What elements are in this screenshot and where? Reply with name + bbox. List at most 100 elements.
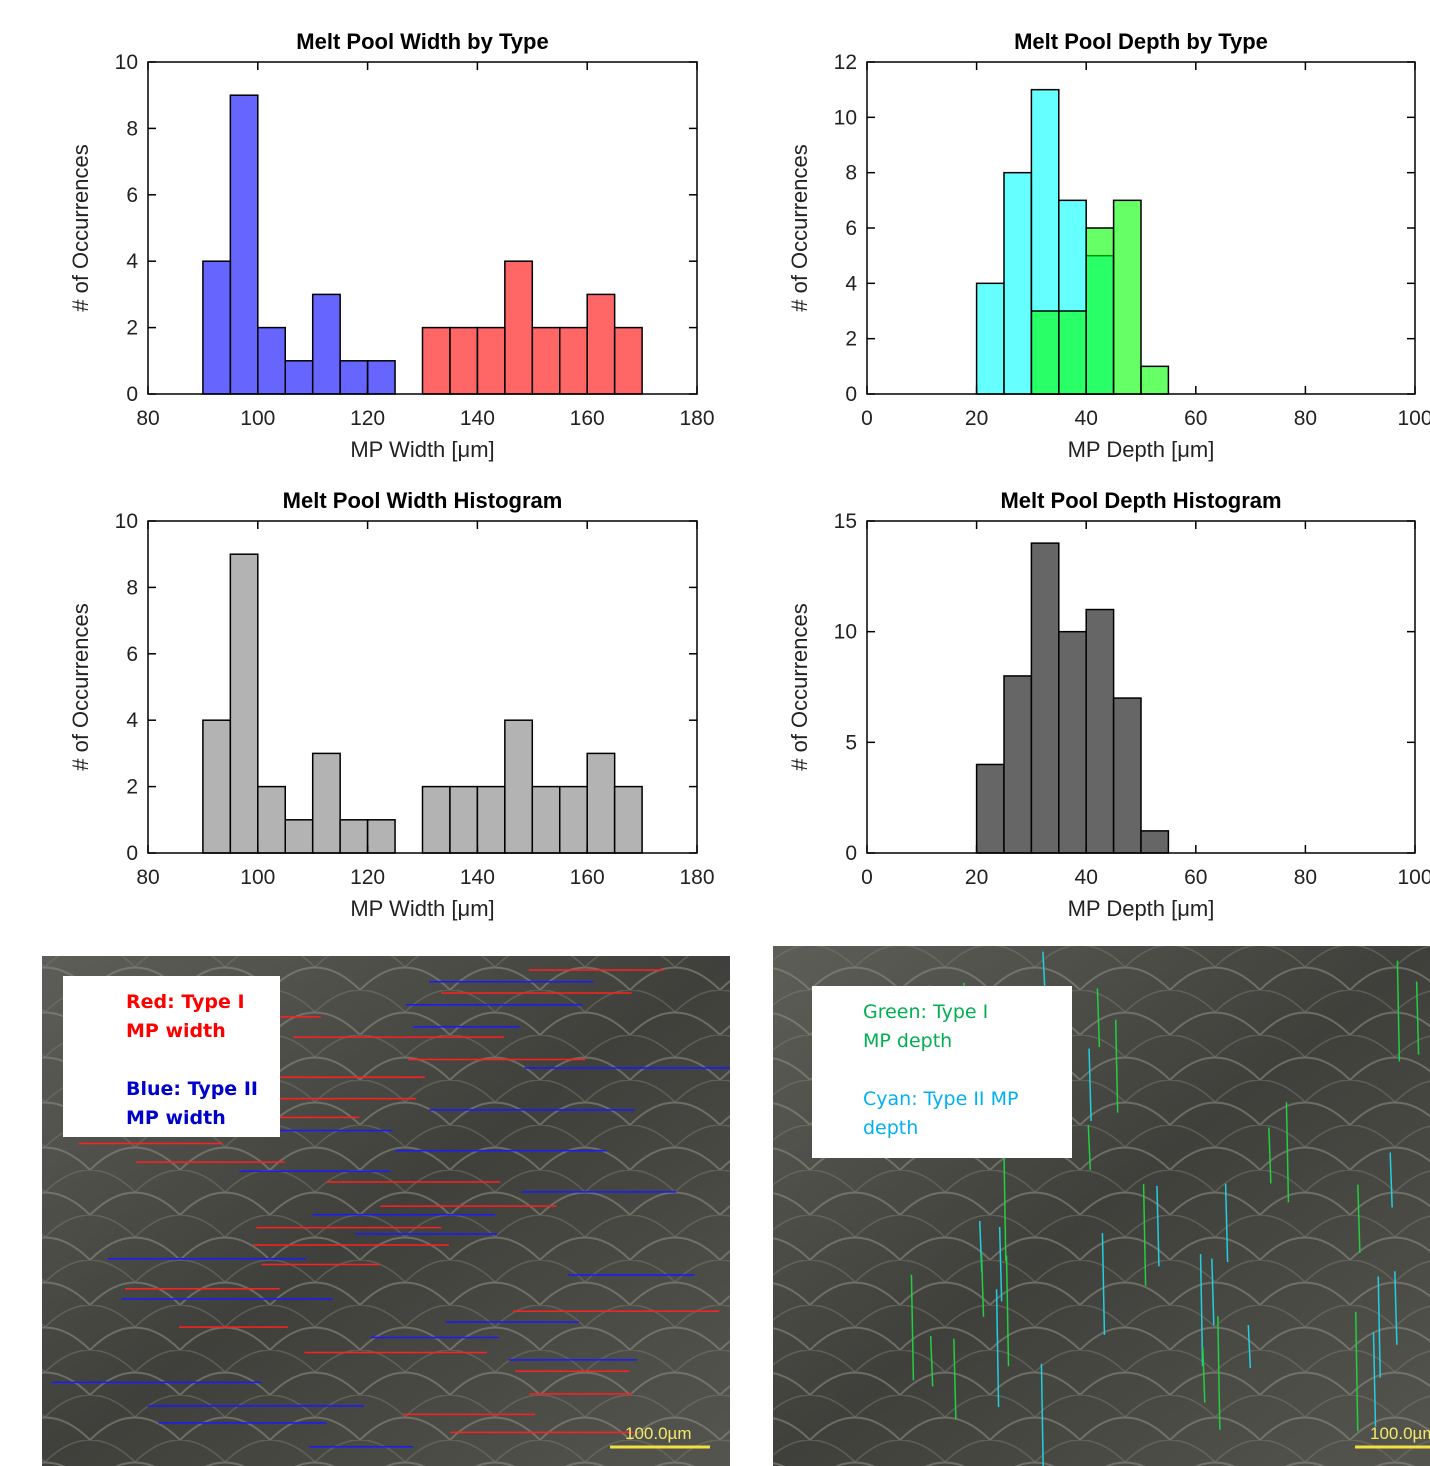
- y-tick-label: 4: [845, 272, 857, 295]
- y-tick-label: 4: [126, 250, 138, 273]
- bar: [476, 785, 506, 854]
- legend-box: [812, 986, 1072, 1158]
- measure-line: [1042, 951, 1046, 993]
- bar: [1085, 608, 1115, 854]
- y-tick-label: 8: [126, 117, 138, 140]
- measure-line: [1088, 1048, 1092, 1122]
- bar: [586, 293, 616, 395]
- y-tick-label: 15: [834, 510, 857, 533]
- bar: [1003, 675, 1033, 854]
- x-tick-label: 40: [1075, 407, 1098, 430]
- bar: [229, 553, 259, 854]
- x-axis-label: MP Width [μm]: [350, 896, 494, 921]
- measure-line: [998, 1227, 1003, 1302]
- chart-title: Melt Pool Width by Type: [296, 29, 548, 54]
- bar: [531, 326, 561, 395]
- bar: [202, 260, 232, 395]
- y-tick-label: 12: [834, 51, 857, 74]
- y-tick-label: 2: [845, 328, 857, 351]
- x-tick-label: 0: [861, 407, 873, 430]
- chart-title: Melt Pool Width Histogram: [283, 488, 563, 513]
- y-tick-label: 8: [126, 576, 138, 599]
- axes-box: [147, 520, 698, 854]
- measure-line: [1394, 1271, 1398, 1345]
- y-tick-label: 6: [845, 217, 857, 240]
- y-tick-label: 0: [126, 383, 138, 406]
- bar: [257, 326, 286, 395]
- y-tick-label: 0: [845, 383, 857, 406]
- bar: [311, 293, 341, 395]
- scale-bar-label: 100.0µm: [625, 1424, 692, 1443]
- bar: [284, 819, 314, 854]
- measure-line: [1377, 1276, 1381, 1378]
- bar: [449, 326, 479, 395]
- x-tick-label: 60: [1184, 866, 1207, 889]
- x-tick-label: 60: [1184, 407, 1207, 430]
- x-tick-label: 100: [1397, 407, 1430, 430]
- bar: [531, 785, 561, 854]
- bar: [476, 326, 506, 395]
- measure-line: [1389, 1152, 1393, 1208]
- bar: [1140, 365, 1170, 395]
- legend-text: MP depth: [863, 1030, 952, 1052]
- legend-text: MP width: [126, 1107, 226, 1129]
- axes-box: [866, 520, 1416, 854]
- x-tick-label: 20: [965, 866, 988, 889]
- measure-line: [1268, 1127, 1272, 1184]
- measure-line: [953, 1338, 957, 1420]
- measure-line: [1101, 1232, 1106, 1335]
- bar: [1112, 199, 1142, 395]
- measure-line: [1357, 1184, 1361, 1253]
- y-tick-label: 0: [845, 842, 857, 865]
- measure-line: [1202, 1347, 1206, 1403]
- measure-line: [1396, 960, 1401, 1062]
- y-tick-label: 6: [126, 643, 138, 666]
- x-tick-label: 80: [136, 407, 159, 430]
- measure-line: [1415, 981, 1420, 1055]
- legend-text: Green: Type I: [863, 1001, 988, 1023]
- legend-text: Blue: Type II: [126, 1078, 258, 1100]
- bar: [284, 360, 314, 395]
- x-tick-label: 120: [350, 866, 385, 889]
- x-tick-label: 120: [350, 407, 385, 430]
- y-tick-label: 10: [834, 106, 857, 129]
- bar: [257, 785, 286, 854]
- scale-bar-label: 100.0µm: [1370, 1424, 1430, 1443]
- bar: [613, 326, 643, 395]
- y-tick-label: 0: [126, 842, 138, 865]
- bar: [311, 752, 341, 854]
- bar: [339, 819, 369, 854]
- x-tick-label: 140: [460, 407, 495, 430]
- x-tick-label: 80: [1294, 407, 1317, 430]
- x-tick-label: 160: [570, 866, 605, 889]
- y-axis-label: # of Occurrences: [787, 603, 812, 771]
- y-axis-label: # of Occurrences: [68, 144, 93, 312]
- measure-line: [1217, 1316, 1221, 1430]
- chart-title: Melt Pool Depth Histogram: [1000, 488, 1281, 513]
- bar: [504, 260, 534, 395]
- measure-line: [1114, 1019, 1119, 1113]
- measure-line: [995, 1289, 1000, 1408]
- measure-line: [1354, 1311, 1359, 1432]
- bar: [1058, 310, 1087, 395]
- y-tick-label: 8: [845, 162, 857, 185]
- x-tick-label: 80: [136, 866, 159, 889]
- x-tick-label: 180: [679, 866, 714, 889]
- bar: [202, 719, 232, 854]
- bar: [559, 326, 588, 395]
- x-axis-label: MP Depth [μm]: [1068, 437, 1215, 462]
- measure-line: [1156, 1185, 1160, 1267]
- x-tick-label: 180: [679, 407, 714, 430]
- measure-line: [1003, 1141, 1007, 1262]
- x-axis-label: MP Width [μm]: [350, 437, 494, 462]
- bar: [1140, 830, 1170, 854]
- measure-line: [1142, 1184, 1147, 1286]
- measure-line: [980, 1253, 985, 1317]
- x-tick-label: 100: [240, 407, 275, 430]
- bar: [1058, 630, 1087, 854]
- bar: [1030, 542, 1060, 854]
- bar: [1112, 697, 1142, 854]
- measure-line: [1247, 1325, 1252, 1369]
- y-tick-label: 10: [834, 621, 857, 644]
